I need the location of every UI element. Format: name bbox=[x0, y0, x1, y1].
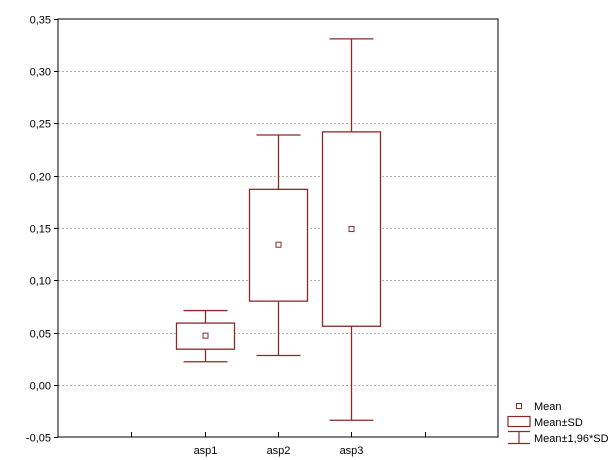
y-tick-label: 0,20 bbox=[30, 172, 51, 184]
x-tick-label: asp3 bbox=[340, 445, 364, 457]
legend-label-ci: Mean±1,96*SD bbox=[534, 433, 609, 445]
y-tick-label: 0,10 bbox=[30, 276, 51, 288]
sd-box bbox=[248, 188, 309, 302]
y-tick-label: 0,25 bbox=[30, 119, 51, 131]
legend-label-sd: Mean±SD bbox=[534, 417, 583, 429]
plot-frame bbox=[57, 18, 499, 438]
x-tick-label: asp1 bbox=[194, 445, 218, 457]
x-tick-label: asp2 bbox=[267, 445, 291, 457]
y-tick-label: -0,05 bbox=[26, 433, 51, 445]
y-tick-label: 0,05 bbox=[30, 329, 51, 341]
sd-box bbox=[321, 131, 382, 327]
mean-marker bbox=[275, 241, 282, 248]
box-asp3 bbox=[321, 38, 382, 421]
box-asp1 bbox=[175, 309, 236, 363]
y-tick-label: 0,30 bbox=[30, 67, 51, 79]
y-tick-label: 0,15 bbox=[30, 224, 51, 236]
legend-label-mean: Mean bbox=[534, 401, 562, 413]
mean-marker bbox=[348, 226, 355, 233]
y-tick-label: 0,00 bbox=[30, 381, 51, 393]
legend: Mean Mean±SD Mean±1,96*SD bbox=[507, 401, 609, 445]
legend-sd-icon bbox=[507, 415, 531, 428]
box-series bbox=[175, 38, 382, 421]
box-asp2 bbox=[248, 134, 309, 357]
mean-marker bbox=[202, 332, 209, 339]
legend-mean-icon bbox=[516, 403, 522, 409]
y-tick-label: 0,35 bbox=[30, 15, 51, 27]
x-axis-ticks: asp1 asp2 asp3 bbox=[131, 432, 426, 457]
y-axis-ticks: 0,35 0,30 0,25 0,20 0,15 0,10 0,05 0,00 -0,05 bbox=[26, 15, 58, 445]
sd-box bbox=[175, 322, 236, 350]
